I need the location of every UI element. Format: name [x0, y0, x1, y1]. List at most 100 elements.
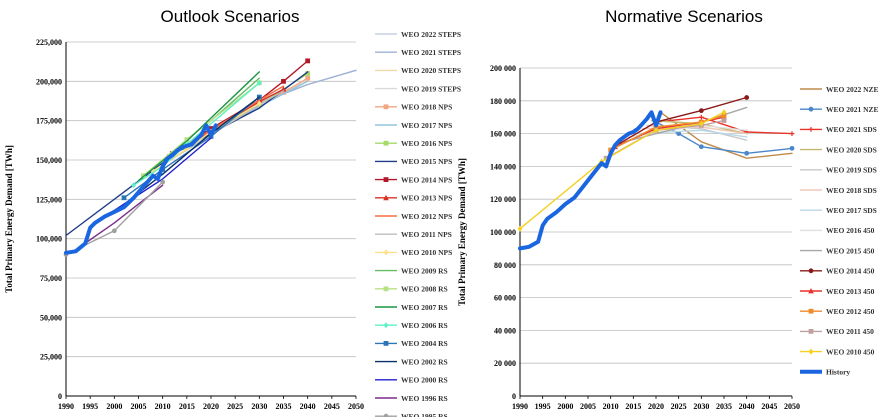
x-tick-label: 2005	[131, 402, 147, 411]
legend-label: WEO 2020 STEPS	[401, 66, 461, 75]
data-point	[383, 104, 389, 110]
legend-label: WEO 2013 450	[826, 287, 875, 296]
data-point	[256, 79, 262, 86]
y-axis-label: Total Primary Energy Demand [TWh]	[4, 145, 14, 293]
series-history	[518, 110, 663, 251]
legend-item: WEO 2000 RS	[375, 376, 448, 385]
series-weo-2007-rs	[137, 71, 260, 182]
data-point	[808, 106, 814, 112]
legend-item: WEO 2018 SDS	[800, 186, 877, 195]
legend-label: WEO 2018 SDS	[826, 186, 877, 195]
chart-title: Outlook Scenarios	[161, 7, 300, 26]
x-tick-label: 2025	[227, 402, 243, 411]
x-tick-label: 2050	[348, 402, 364, 411]
legend-item: WEO 1995 RS	[375, 412, 448, 417]
legend-item: WEO 2012 NPS	[375, 212, 452, 221]
legend-item: WEO 2012 450	[800, 307, 875, 316]
legend-item: WEO 2002 RS	[375, 357, 448, 366]
data-point	[517, 225, 523, 232]
x-tick-label: 2015	[179, 402, 195, 411]
y-tick-label: 60 000	[494, 294, 516, 303]
legend-item: WEO 2013 450	[800, 287, 875, 296]
series-line	[619, 96, 748, 145]
legend-label: WEO 2011 NPS	[401, 230, 452, 239]
legend-label: WEO 2017 SDS	[826, 206, 877, 215]
legend-label: WEO 2017 NPS	[401, 121, 452, 130]
legend-label: WEO 2000 RS	[401, 376, 448, 385]
legend-item: WEO 2011 450	[800, 327, 874, 336]
legend-label: WEO 2002 RS	[401, 357, 448, 366]
data-point	[111, 228, 117, 234]
data-point	[281, 89, 286, 95]
data-point	[808, 127, 814, 132]
data-point	[789, 145, 795, 151]
data-point	[383, 341, 389, 346]
legend-item: WEO 2018 NPS	[375, 103, 452, 112]
series-weo-1995-rs	[63, 179, 166, 257]
data-point	[208, 126, 214, 131]
y-tick-label: 180 000	[490, 97, 516, 106]
data-point	[808, 329, 814, 334]
series-line	[137, 71, 260, 182]
legend-label: History	[826, 368, 850, 377]
legend-label: WEO 2015 NPS	[401, 157, 452, 166]
series-weo-2000-rs	[99, 137, 212, 221]
x-tick-label: 1995	[535, 402, 551, 411]
legend-label: WEO 2021 NZE	[826, 105, 879, 114]
data-point	[808, 268, 814, 274]
legend-item: WEO 2020 STEPS	[375, 66, 461, 75]
data-point	[121, 195, 127, 201]
x-tick-label: 2020	[203, 402, 219, 411]
x-tick-label: 2045	[761, 402, 777, 411]
legend-label: WEO 2004 RS	[401, 339, 448, 348]
series-line	[65, 181, 164, 256]
legend-item: WEO 2014 NPS	[375, 175, 452, 184]
series-line	[519, 111, 725, 230]
normative-chart: Normative Scenarios 0 20 000 40 000 60 000 80…	[457, 7, 879, 411]
legend-label: WEO 2019 STEPS	[401, 84, 461, 93]
legend-label: WEO 2016 NPS	[401, 139, 452, 148]
legend-item: WEO 2020 SDS	[800, 145, 877, 154]
legend-item: WEO 2017 SDS	[800, 206, 877, 215]
y-tick-label: 225,000	[36, 38, 62, 47]
legend-item: WEO 2016 450	[800, 226, 875, 235]
x-tick-label: 1990	[58, 402, 74, 411]
legend-item: WEO 2006 RS	[375, 321, 448, 330]
legend-item: WEO 2010 450	[800, 347, 875, 356]
legend-item: WEO 2016 NPS	[375, 139, 452, 148]
legend-item: History	[800, 368, 850, 377]
data-point	[383, 194, 389, 201]
y-tick-label: 150,000	[36, 156, 62, 165]
legend-label: WEO 2008 RS	[401, 285, 448, 294]
data-point	[808, 308, 814, 314]
legend-label: WEO 2006 RS	[401, 321, 448, 330]
y-tick-label: 80 000	[494, 261, 516, 270]
x-tick-label: 2020	[648, 402, 664, 411]
data-point	[744, 150, 750, 156]
series-history	[64, 123, 218, 255]
data-point	[698, 108, 704, 114]
x-tick-label: 2010	[155, 402, 171, 411]
legend-item: WEO 2015 450	[800, 246, 875, 255]
y-tick-label: 120 000	[490, 195, 516, 204]
y-tick-label: 20 000	[494, 359, 516, 368]
data-point	[698, 144, 704, 150]
data-point	[744, 95, 750, 100]
data-point	[383, 249, 389, 256]
series-line	[659, 111, 793, 159]
x-tick-label: 1995	[82, 402, 98, 411]
data-point	[721, 118, 727, 123]
legend-item: WEO 2013 NPS	[375, 194, 452, 203]
y-tick-label: 0	[512, 392, 516, 401]
data-point	[281, 78, 286, 84]
legend-label: WEO 2015 450	[826, 246, 875, 255]
legend: WEO 2022 NZE WEO 2021 NZE WEO 2021 SDS WEO …	[800, 85, 879, 377]
data-point	[698, 120, 704, 127]
y-tick-label: 140 000	[490, 162, 516, 171]
data-point	[676, 131, 682, 137]
data-point	[808, 288, 814, 294]
legend-item: WEO 2022 STEPS	[375, 30, 461, 39]
legend-item: WEO 2021 SDS	[800, 125, 877, 134]
y-tick-label: 125,000	[36, 195, 62, 204]
